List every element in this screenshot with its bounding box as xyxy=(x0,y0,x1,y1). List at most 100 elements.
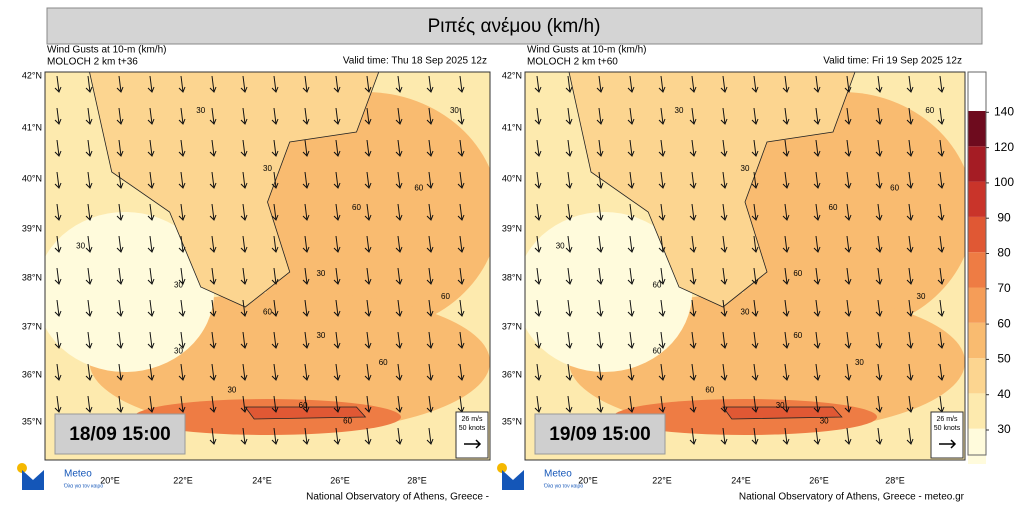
wind-arrow xyxy=(116,395,124,413)
wind-arrow xyxy=(240,427,248,445)
wind-arrow xyxy=(333,235,341,253)
wind-arrow xyxy=(813,203,821,221)
wind-arrow xyxy=(534,299,542,317)
wind-arrow xyxy=(720,299,728,317)
logo-tagline: Όλα για τον καιρό xyxy=(63,482,103,489)
wind-arrow xyxy=(627,395,635,413)
lat-label: 35°N xyxy=(502,416,522,426)
wind-arrow xyxy=(596,203,604,221)
wind-arrow xyxy=(147,171,155,189)
wind-arrow xyxy=(147,107,155,125)
wind-arrow xyxy=(395,363,403,381)
wind-arrow xyxy=(782,427,790,445)
wind-arrow xyxy=(395,171,403,189)
wind-arrow xyxy=(937,171,945,189)
wind-arrow xyxy=(627,171,635,189)
wind-arrow xyxy=(457,203,465,221)
wind-arrow xyxy=(782,171,790,189)
wind-arrow xyxy=(906,395,914,413)
wind-arrow xyxy=(658,171,666,189)
wind-arrow xyxy=(627,235,635,253)
contour-label: 30 xyxy=(450,106,459,115)
wind-arrow xyxy=(426,363,434,381)
contour-label: 60 xyxy=(793,269,802,278)
wind-arrow xyxy=(565,203,573,221)
land xyxy=(89,72,380,308)
wind-arrow xyxy=(240,395,248,413)
wind-arrow xyxy=(906,235,914,253)
header-line: MOLOCH 2 km t+36 xyxy=(47,57,138,68)
wind-arrow xyxy=(875,331,883,349)
wind-arrow xyxy=(364,107,372,125)
wind-arrow xyxy=(565,171,573,189)
wind-arrow xyxy=(689,107,697,125)
wind-arrow xyxy=(147,331,155,349)
lat-label: 40°N xyxy=(502,173,522,183)
wind-arrow xyxy=(875,267,883,285)
wind-arrow xyxy=(271,299,279,317)
wind-arrow xyxy=(302,363,310,381)
wind-arrow xyxy=(54,299,62,317)
ref-arrow xyxy=(939,439,957,449)
colorbar-label: 60 xyxy=(997,316,1011,330)
wind-arrow xyxy=(364,299,372,317)
colorbar-label: 50 xyxy=(997,352,1011,366)
wind-arrow xyxy=(875,363,883,381)
wind-arrow xyxy=(751,235,759,253)
wind-arrow xyxy=(333,75,341,93)
contour-label: 60 xyxy=(925,106,934,115)
ref-speed: 26 m/s xyxy=(936,416,958,423)
wind-arrow xyxy=(906,139,914,157)
valid-time: Valid time: Thu 18 Sep 2025 12z xyxy=(343,56,487,67)
wind-arrow xyxy=(689,139,697,157)
wind-arrow xyxy=(565,395,573,413)
wind-arrow xyxy=(782,267,790,285)
lat-label: 38°N xyxy=(22,272,42,282)
wind-arrow xyxy=(689,331,697,349)
wind-arrow xyxy=(395,267,403,285)
wind-arrow xyxy=(534,107,542,125)
contour-label: 60 xyxy=(299,401,308,410)
contour-label: 60 xyxy=(441,292,450,301)
wind-arrow xyxy=(565,363,573,381)
wind-arrow xyxy=(720,235,728,253)
wind-arrow xyxy=(395,331,403,349)
contour-label: 30 xyxy=(556,242,565,251)
wind-arrow xyxy=(813,139,821,157)
title: Ριπές ανέμου (km/h) xyxy=(428,16,601,37)
wind-arrow xyxy=(395,427,403,445)
lon-label: 24°E xyxy=(252,475,272,485)
wind-arrow xyxy=(627,267,635,285)
contour-label: 30 xyxy=(263,164,272,173)
wind-arrow xyxy=(54,203,62,221)
wind-arrow xyxy=(54,235,62,253)
colorbar-band xyxy=(968,216,986,253)
wind-arrow xyxy=(720,171,728,189)
wind-arrow xyxy=(813,267,821,285)
wind-arrow xyxy=(813,75,821,93)
wind-arrow xyxy=(364,235,372,253)
wind-arrow xyxy=(937,331,945,349)
wind-arrow xyxy=(271,139,279,157)
colorbar-band xyxy=(968,252,986,288)
wind-arrow xyxy=(240,107,248,125)
colorbar-label: 70 xyxy=(997,281,1011,295)
wind-arrow xyxy=(426,427,434,445)
wind-arrow xyxy=(937,75,945,93)
wind-arrow xyxy=(689,171,697,189)
wind-arrow xyxy=(720,75,728,93)
wind-arrow xyxy=(906,171,914,189)
wind-arrow xyxy=(596,171,604,189)
wind-arrow xyxy=(302,75,310,93)
wind-arrow xyxy=(906,331,914,349)
wind-arrow xyxy=(271,427,279,445)
title-bar xyxy=(46,7,983,45)
lon-label: 22°E xyxy=(652,475,672,485)
wind-arrow xyxy=(720,331,728,349)
date-label: 18/09 15:00 xyxy=(69,424,170,445)
wind-arrow xyxy=(689,235,697,253)
wind-arrow xyxy=(333,203,341,221)
wind-arrow xyxy=(751,395,759,413)
contour-label: 30 xyxy=(227,385,236,394)
wind-arrow xyxy=(395,299,403,317)
